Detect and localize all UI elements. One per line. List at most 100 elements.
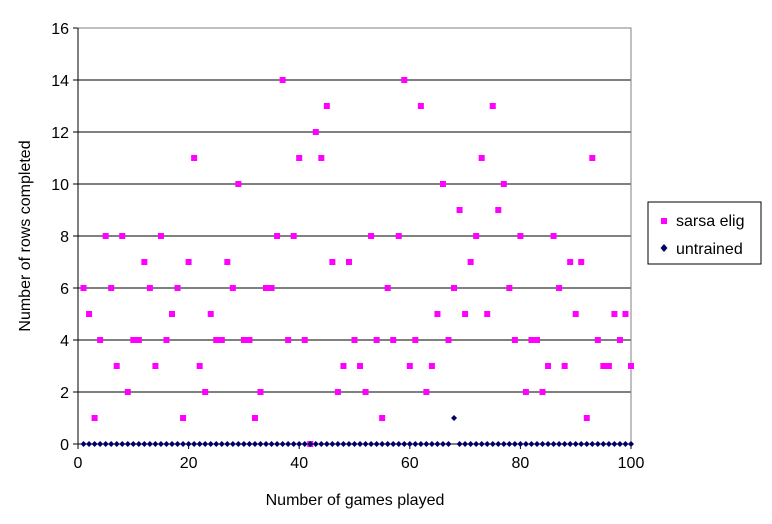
untrained-point <box>163 441 170 447</box>
untrained-point <box>146 441 153 447</box>
legend-label-untrained: untrained <box>676 241 743 258</box>
sarsa-elig-point <box>589 155 596 161</box>
untrained-point <box>196 441 203 447</box>
sarsa-elig-point <box>196 363 203 369</box>
untrained-point <box>506 441 513 447</box>
untrained-point <box>439 441 446 447</box>
sarsa-elig-point <box>628 363 634 369</box>
untrained-point <box>185 441 192 447</box>
sarsa-elig-point <box>451 285 458 291</box>
untrained-point <box>528 441 535 447</box>
untrained-point <box>550 441 557 447</box>
untrained-point <box>451 415 458 421</box>
untrained-point <box>362 441 369 447</box>
untrained-point <box>611 441 618 447</box>
untrained-point <box>285 441 292 447</box>
untrained-point <box>307 441 314 447</box>
untrained-point <box>91 441 98 447</box>
untrained-point <box>102 441 109 447</box>
sarsa-elig-point <box>539 389 546 395</box>
untrained-point <box>395 441 402 447</box>
sarsa-elig-point <box>489 103 496 109</box>
untrained-point <box>561 441 568 447</box>
sarsa-elig-point <box>561 363 568 369</box>
sarsa-elig-point <box>334 389 341 395</box>
sarsa-elig-point <box>401 77 408 83</box>
sarsa-elig-point <box>251 415 258 421</box>
untrained-point <box>539 441 546 447</box>
y-tick-label: 0 <box>60 437 69 454</box>
untrained-point <box>296 441 303 447</box>
untrained-point <box>113 441 120 447</box>
sarsa-elig-point <box>174 285 181 291</box>
untrained-point <box>417 441 424 447</box>
sarsa-elig-point <box>169 311 176 317</box>
untrained-point <box>218 441 225 447</box>
untrained-point <box>622 441 629 447</box>
sarsa-elig-point <box>152 363 159 369</box>
untrained-point <box>578 441 585 447</box>
sarsa-elig-point <box>517 233 524 239</box>
sarsa-elig-point <box>423 389 430 395</box>
sarsa-elig-point <box>329 259 336 265</box>
untrained-point <box>605 441 612 447</box>
untrained-point <box>312 441 319 447</box>
untrained-point <box>428 441 435 447</box>
untrained-point <box>489 441 496 447</box>
untrained-point <box>246 441 253 447</box>
untrained-point <box>583 441 590 447</box>
untrained-point <box>556 441 563 447</box>
sarsa-elig-point <box>511 337 518 343</box>
sarsa-elig-point <box>229 285 236 291</box>
untrained-point <box>406 441 413 447</box>
sarsa-elig-point <box>323 103 330 109</box>
sarsa-elig-point <box>345 259 352 265</box>
sarsa-elig-point <box>146 285 153 291</box>
legend-marker-sarsa-elig <box>661 218 667 224</box>
sarsa-elig-point <box>218 337 225 343</box>
untrained-point <box>240 441 247 447</box>
sarsa-elig-point <box>113 363 120 369</box>
sarsa-elig-point <box>368 233 375 239</box>
sarsa-elig-point <box>235 181 242 187</box>
legend-box <box>647 201 762 265</box>
sarsa-elig-point <box>533 337 540 343</box>
untrained-point <box>135 441 142 447</box>
untrained-point <box>484 441 491 447</box>
untrained-point <box>202 441 209 447</box>
x-tick-label: 80 <box>512 455 530 472</box>
sarsa-elig-point <box>390 337 397 343</box>
sarsa-elig-point <box>395 233 402 239</box>
sarsa-elig-point <box>522 389 529 395</box>
sarsa-elig-point <box>528 337 535 343</box>
untrained-point <box>567 441 574 447</box>
y-tick-label: 4 <box>60 333 69 350</box>
untrained-point <box>345 441 352 447</box>
sarsa-elig-point <box>296 155 303 161</box>
y-tick-label: 14 <box>51 73 69 90</box>
untrained-point <box>357 441 364 447</box>
sarsa-elig-point <box>616 337 623 343</box>
untrained-point <box>434 441 441 447</box>
untrained-point <box>301 441 308 447</box>
sarsa-elig-point <box>163 337 170 343</box>
sarsa-elig-point <box>578 259 585 265</box>
untrained-point <box>517 441 524 447</box>
sarsa-elig-point <box>379 415 386 421</box>
sarsa-elig-point <box>600 363 607 369</box>
sarsa-elig-point <box>213 337 220 343</box>
sarsa-elig-point <box>202 389 209 395</box>
sarsa-elig-point <box>97 337 104 343</box>
untrained-point <box>401 441 408 447</box>
untrained-point <box>318 441 325 447</box>
untrained-point <box>616 441 623 447</box>
sarsa-elig-point <box>224 259 231 265</box>
untrained-point <box>323 441 330 447</box>
untrained-point <box>445 441 452 447</box>
legend-label-sarsa-elig: sarsa elig <box>676 213 744 230</box>
untrained-point <box>522 441 529 447</box>
untrained-point <box>334 441 341 447</box>
untrained-point <box>130 441 137 447</box>
sarsa-elig-point <box>495 207 502 213</box>
sarsa-elig-point <box>484 311 491 317</box>
